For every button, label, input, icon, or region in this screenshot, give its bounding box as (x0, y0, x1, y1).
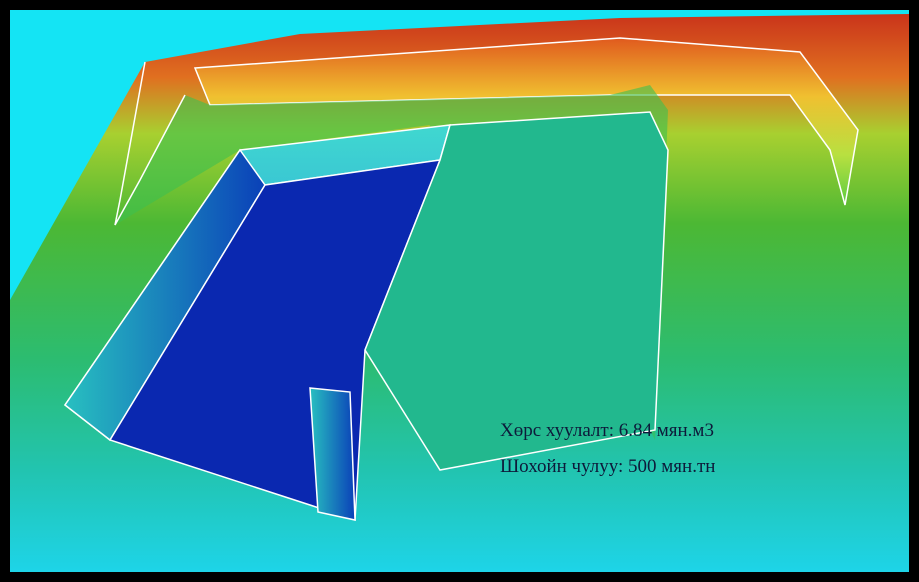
annotation: Шохойн чулуу: 500 мян.тн (500, 456, 715, 477)
pit-shelf (364, 111, 669, 471)
sky (10, 10, 909, 300)
edge-line (114, 61, 186, 226)
pit-ramp (309, 387, 356, 521)
annotation: Хөрс хуулалт: 6.84 мян.м3 (500, 420, 714, 441)
